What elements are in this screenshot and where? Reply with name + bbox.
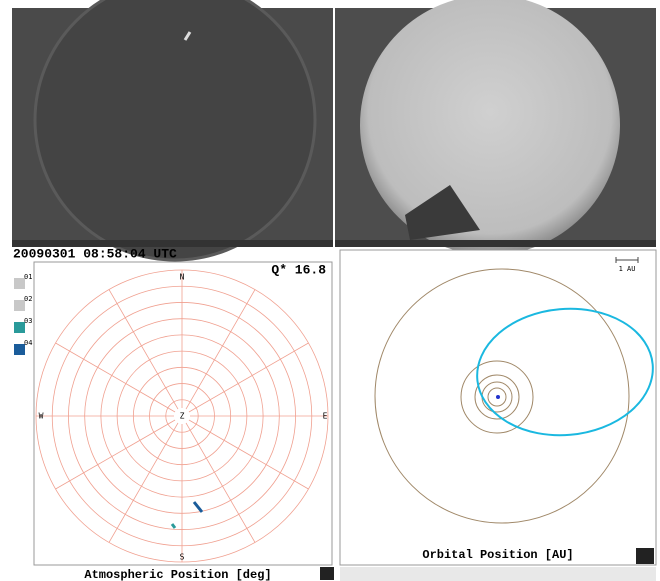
station-swatch bbox=[14, 278, 25, 289]
grid-spoke bbox=[108, 289, 179, 410]
station-label: 01 bbox=[24, 273, 32, 281]
station-legend: 01 02 03 04 bbox=[14, 273, 32, 355]
grid-spoke bbox=[185, 289, 256, 410]
grid-spoke bbox=[55, 342, 176, 413]
timestamp: 20090301 08:58:04 UTC bbox=[13, 246, 177, 261]
station-swatch bbox=[14, 300, 25, 311]
grid-spoke bbox=[188, 342, 309, 413]
horizon-obstacle bbox=[405, 185, 480, 240]
resize-handle[interactable] bbox=[636, 548, 654, 564]
atmospheric-caption: Atmospheric Position [deg] bbox=[84, 568, 271, 581]
status-strip bbox=[340, 567, 656, 581]
caption-bar bbox=[12, 240, 333, 247]
scale-label: 1 AU bbox=[619, 265, 636, 273]
grid-spoke bbox=[108, 422, 179, 543]
fisheye-right bbox=[360, 0, 620, 255]
grid-spoke bbox=[188, 419, 309, 490]
station-swatch bbox=[14, 344, 25, 355]
compass-east: E bbox=[323, 412, 328, 421]
station-swatch bbox=[14, 322, 25, 333]
compass-south: S bbox=[180, 553, 185, 562]
station-label: 02 bbox=[24, 295, 32, 303]
grid-spoke bbox=[55, 419, 176, 490]
fisheye-left bbox=[33, 0, 317, 262]
polar-grid bbox=[35, 269, 329, 563]
compass-north: N bbox=[180, 273, 185, 282]
station-label: 03 bbox=[24, 317, 32, 325]
orbit bbox=[460, 360, 534, 434]
atmospheric-panel bbox=[33, 261, 333, 566]
meteoroid-orbit bbox=[476, 307, 654, 437]
orbit-outer bbox=[374, 268, 630, 524]
meteor-streak bbox=[183, 31, 192, 41]
track-03 bbox=[170, 523, 177, 529]
sun bbox=[496, 395, 500, 399]
orbital-panel bbox=[339, 249, 657, 566]
resize-handle[interactable] bbox=[320, 567, 334, 580]
grid-spoke bbox=[185, 422, 256, 543]
station-label: 04 bbox=[24, 339, 32, 347]
quality: Q* 16.8 bbox=[271, 262, 326, 277]
compass-zenith: Z bbox=[180, 412, 185, 421]
track-04 bbox=[192, 501, 204, 513]
compass-west: W bbox=[39, 412, 44, 421]
orbit bbox=[487, 387, 507, 407]
orbital-caption: Orbital Position [AU] bbox=[422, 548, 573, 562]
orbit bbox=[474, 374, 520, 420]
caption-bar bbox=[335, 240, 656, 247]
